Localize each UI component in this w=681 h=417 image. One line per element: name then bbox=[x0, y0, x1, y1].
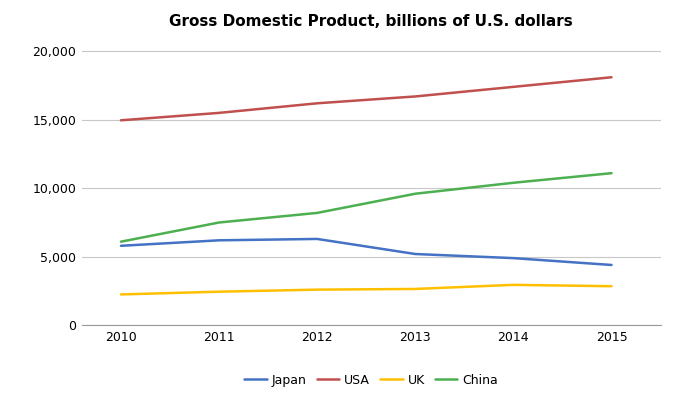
Japan bbox=[607, 262, 616, 267]
China bbox=[215, 220, 223, 225]
UK bbox=[215, 289, 223, 294]
Japan bbox=[411, 251, 419, 256]
UK bbox=[509, 282, 518, 287]
Japan bbox=[117, 243, 125, 248]
China bbox=[509, 180, 518, 185]
China bbox=[313, 211, 321, 216]
USA bbox=[313, 101, 321, 106]
Line: USA: USA bbox=[121, 77, 612, 120]
UK bbox=[411, 286, 419, 291]
UK bbox=[117, 292, 125, 297]
UK bbox=[607, 284, 616, 289]
USA bbox=[607, 75, 616, 80]
China bbox=[411, 191, 419, 196]
Japan bbox=[215, 238, 223, 243]
USA bbox=[411, 94, 419, 99]
Legend: Japan, USA, UK, China: Japan, USA, UK, China bbox=[239, 369, 503, 392]
USA bbox=[215, 111, 223, 116]
UK bbox=[313, 287, 321, 292]
China bbox=[117, 239, 125, 244]
Title: Gross Domestic Product, billions of U.S. dollars: Gross Domestic Product, billions of U.S.… bbox=[170, 15, 573, 30]
China bbox=[607, 171, 616, 176]
Line: UK: UK bbox=[121, 285, 612, 294]
Japan bbox=[313, 236, 321, 241]
Line: China: China bbox=[121, 173, 612, 242]
USA bbox=[117, 118, 125, 123]
USA bbox=[509, 84, 518, 89]
Japan bbox=[509, 256, 518, 261]
Line: Japan: Japan bbox=[121, 239, 612, 265]
